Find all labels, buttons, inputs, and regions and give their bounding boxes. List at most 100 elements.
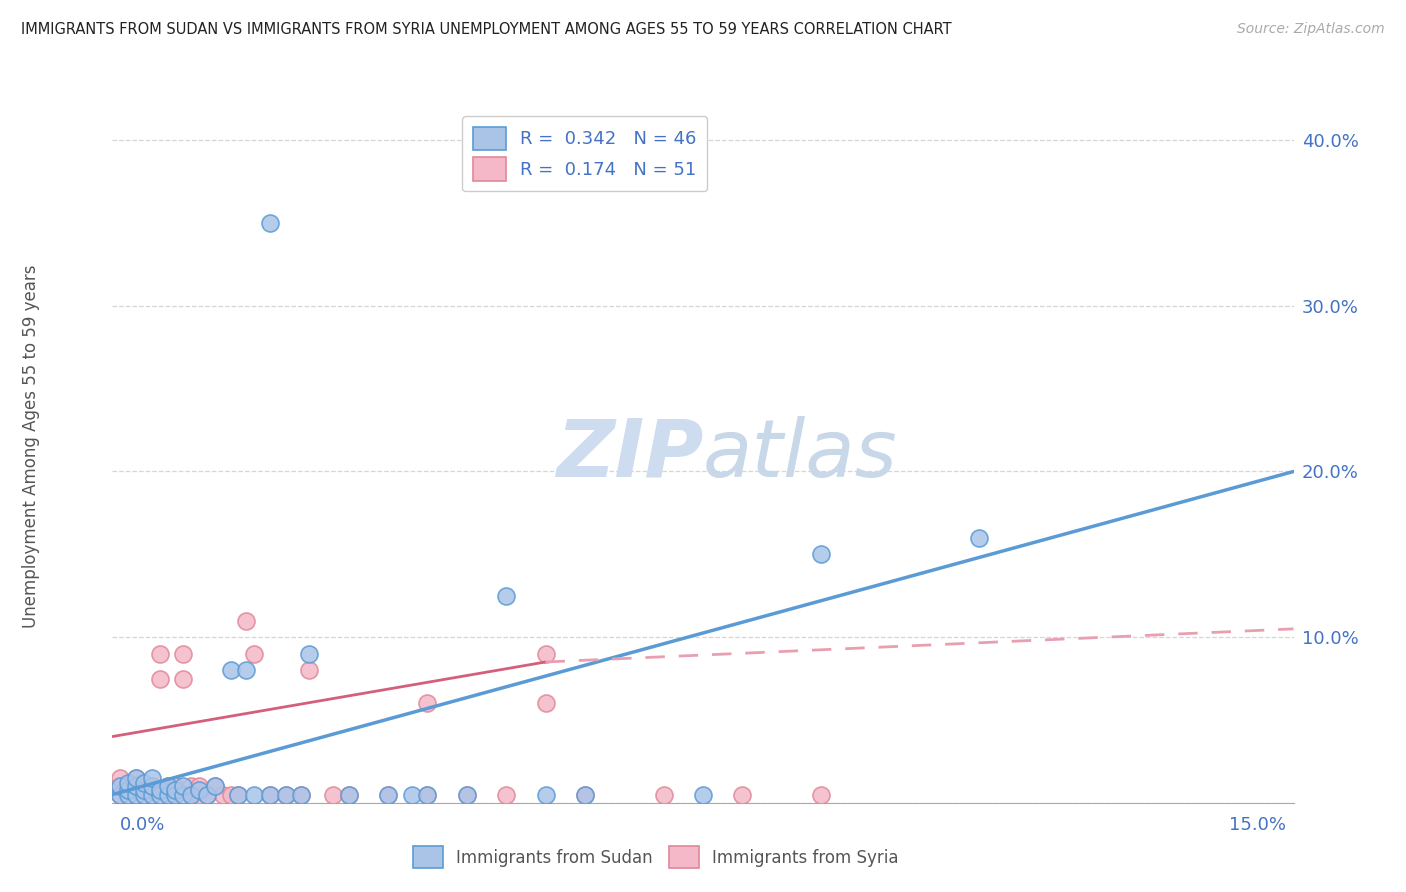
Point [298, 663, 321, 677]
Point [132, 782, 155, 797]
Point [172, 672, 194, 686]
Point [416, 788, 439, 802]
Point [377, 788, 399, 802]
Point [337, 788, 360, 802]
Point [117, 788, 139, 802]
Point [156, 779, 179, 793]
Point [219, 663, 242, 677]
Point [228, 788, 250, 802]
Point [132, 788, 155, 802]
Point [211, 788, 233, 802]
Text: Unemployment Among Ages 55 to 59 years: Unemployment Among Ages 55 to 59 years [22, 264, 39, 628]
Point [195, 788, 218, 802]
Point [274, 788, 297, 802]
Point [172, 788, 194, 802]
Point [125, 788, 148, 802]
Point [204, 779, 226, 793]
Point [401, 788, 423, 802]
Text: Source: ZipAtlas.com: Source: ZipAtlas.com [1237, 22, 1385, 37]
Point [149, 782, 172, 797]
Point [132, 779, 155, 793]
Point [125, 771, 148, 785]
Point [692, 788, 714, 802]
Point [377, 788, 399, 802]
Point [132, 776, 155, 790]
Point [534, 788, 557, 802]
Point [156, 779, 179, 793]
Point [290, 788, 312, 802]
Point [416, 697, 439, 711]
Point [574, 788, 596, 802]
Point [141, 779, 163, 793]
Point [188, 788, 211, 802]
Point [110, 788, 132, 802]
Point [165, 788, 187, 802]
Point [117, 788, 139, 802]
Point [165, 779, 187, 793]
Point [125, 788, 148, 802]
Point [322, 788, 344, 802]
Point [495, 589, 517, 603]
Point [110, 779, 132, 793]
Point [132, 782, 155, 797]
Point [149, 788, 172, 802]
Point [416, 788, 439, 802]
Point [141, 788, 163, 802]
Point [235, 663, 257, 677]
Point [172, 779, 194, 793]
Point [125, 779, 148, 793]
Point [534, 697, 557, 711]
Text: ZIP: ZIP [555, 416, 703, 494]
Point [274, 788, 297, 802]
Point [188, 782, 211, 797]
Point [204, 779, 226, 793]
Point [180, 788, 202, 802]
Point [731, 788, 754, 802]
Point [195, 788, 218, 802]
Point [495, 788, 517, 802]
Point [165, 782, 187, 797]
Point [810, 788, 832, 802]
Point [534, 647, 557, 661]
Point [243, 788, 266, 802]
Point [141, 788, 163, 802]
Point [652, 788, 675, 802]
Point [456, 788, 478, 802]
Point [259, 788, 281, 802]
Point [172, 647, 194, 661]
Point [110, 788, 132, 802]
Point [117, 782, 139, 797]
Point [141, 771, 163, 785]
Point [259, 788, 281, 802]
Point [149, 647, 172, 661]
Point [125, 771, 148, 785]
Point [117, 779, 139, 793]
Point [117, 782, 139, 797]
Point [180, 779, 202, 793]
Point [810, 547, 832, 561]
Point [337, 788, 360, 802]
Point [149, 672, 172, 686]
Legend: Immigrants from Sudan, Immigrants from Syria: Immigrants from Sudan, Immigrants from S… [406, 839, 905, 874]
Point [156, 788, 179, 802]
Point [243, 647, 266, 661]
Point [456, 788, 478, 802]
Point [967, 531, 990, 545]
Point [165, 788, 187, 802]
Text: atlas: atlas [703, 416, 898, 494]
Point [110, 771, 132, 785]
Text: 0.0%: 0.0% [120, 816, 165, 834]
Text: 15.0%: 15.0% [1229, 816, 1286, 834]
Point [228, 788, 250, 802]
Point [156, 788, 179, 802]
Point [141, 782, 163, 797]
Point [290, 788, 312, 802]
Point [235, 614, 257, 628]
Point [141, 779, 163, 793]
Point [259, 216, 281, 230]
Point [125, 779, 148, 793]
Point [180, 788, 202, 802]
Point [117, 776, 139, 790]
Point [574, 788, 596, 802]
Point [298, 647, 321, 661]
